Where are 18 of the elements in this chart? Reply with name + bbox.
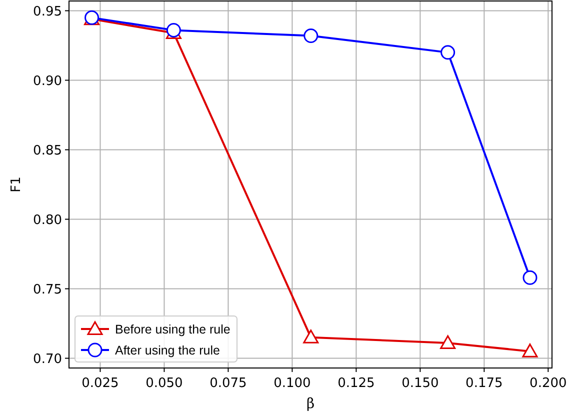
x-tick-label: 0.175 bbox=[466, 376, 503, 391]
y-tick-label: 0.80 bbox=[33, 212, 62, 228]
x-axis-title: β bbox=[306, 396, 315, 412]
x-tick-label: 0.075 bbox=[210, 376, 247, 391]
y-axis-title: F1 bbox=[9, 176, 24, 192]
x-tick-label: 0.050 bbox=[146, 376, 183, 391]
x-tick-label: 0.200 bbox=[530, 376, 567, 391]
legend-label: After using the rule bbox=[115, 343, 220, 358]
y-tick-label: 0.90 bbox=[33, 74, 62, 89]
x-tick-label: 0.150 bbox=[402, 376, 439, 391]
y-tick-label: 0.70 bbox=[33, 352, 62, 367]
y-tick-label: 0.75 bbox=[33, 282, 62, 298]
x-tick-label: 0.025 bbox=[82, 376, 119, 391]
x-tick-label: 0.100 bbox=[274, 376, 311, 391]
y-tick-label: 0.95 bbox=[33, 4, 62, 20]
y-tick-label: 0.85 bbox=[33, 143, 62, 158]
x-tick-label: 0.125 bbox=[338, 376, 375, 391]
legend-label: Before using the rule bbox=[115, 322, 230, 336]
